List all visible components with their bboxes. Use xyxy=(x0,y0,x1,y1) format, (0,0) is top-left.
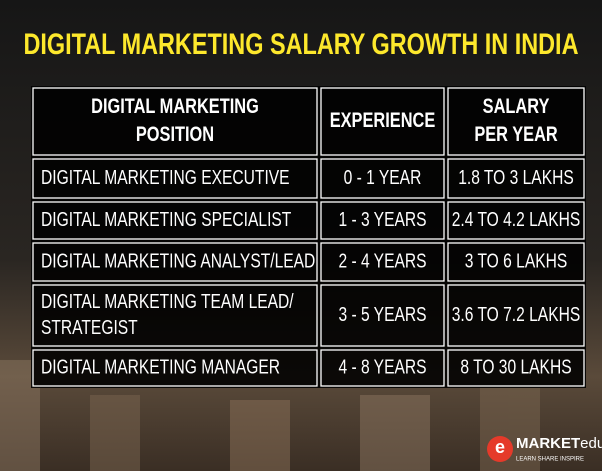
logo-tagline: LEARN SHARE INSPIRE xyxy=(516,457,584,463)
cell-border xyxy=(447,87,585,156)
column-header: EXPERIENCE xyxy=(330,108,436,131)
cell-border xyxy=(320,201,445,240)
logo-icon-letter: e xyxy=(495,437,505,457)
cell-border xyxy=(447,349,585,387)
cell-border xyxy=(447,201,585,240)
cell-border xyxy=(32,158,318,199)
logo-brand-suffix: edu xyxy=(580,435,602,452)
position-cell: DIGITAL MARKETING TEAM LEAD/ xyxy=(41,290,294,312)
cell-border xyxy=(320,242,445,282)
column-header: DIGITAL MARKETING xyxy=(91,94,259,117)
table: DIGITAL MARKETING POSITION EXPERIENCE SALAR… xyxy=(32,87,585,387)
logo-brand: MARKETedu xyxy=(516,435,602,452)
cell-border xyxy=(447,242,585,282)
position-cell: STRATEGIST xyxy=(41,316,138,338)
salary-cell: 3.6 TO 7.2 LAKHS xyxy=(452,303,581,325)
experience-cell: 2 - 4 YEARS xyxy=(338,249,426,271)
logo: e MARKETedu LEARN SHARE INSPIRE xyxy=(487,435,602,463)
cell-border xyxy=(32,87,318,156)
experience-cell: 4 - 8 YEARS xyxy=(338,355,426,377)
experience-cell: 3 - 5 YEARS xyxy=(338,303,426,325)
cell-border xyxy=(320,284,445,347)
experience-cell: 1 - 3 YEARS xyxy=(338,208,426,230)
cell-border xyxy=(32,201,318,240)
position-cell: DIGITAL MARKETING ANALYST/LEAD xyxy=(41,249,315,271)
cell-border xyxy=(32,242,318,282)
logo-brand-main: MARKET xyxy=(516,435,580,452)
cell-border xyxy=(447,284,585,347)
cell-border xyxy=(447,158,585,199)
salary-cell: 2.4 TO 4.2 LAKHS xyxy=(452,208,581,230)
salary-cell: 8 TO 30 LAKHS xyxy=(460,355,571,377)
salary-cell: 3 TO 6 LAKHS xyxy=(465,249,568,271)
cell-border xyxy=(320,158,445,199)
experience-cell: 0 - 1 YEAR xyxy=(344,166,422,188)
cell-border xyxy=(320,349,445,387)
column-header: SALARY xyxy=(483,94,550,117)
position-cell: DIGITAL MARKETING SPECIALIST xyxy=(41,208,291,230)
cell-border xyxy=(32,284,318,347)
position-cell: DIGITAL MARKETING MANAGER xyxy=(41,355,280,377)
table-background xyxy=(31,86,586,388)
title: DIGITAL MARKETING SALARY GROWTH IN INDIA xyxy=(24,28,579,61)
salary-cell: 1.8 TO 3 LAKHS xyxy=(458,166,574,188)
cell-border xyxy=(320,87,445,156)
logo-icon xyxy=(487,436,513,462)
position-cell: DIGITAL MARKETING EXECUTIVE xyxy=(41,166,290,188)
cell-border xyxy=(32,349,318,387)
column-header: POSITION xyxy=(136,122,214,145)
column-header: PER YEAR xyxy=(474,122,558,145)
